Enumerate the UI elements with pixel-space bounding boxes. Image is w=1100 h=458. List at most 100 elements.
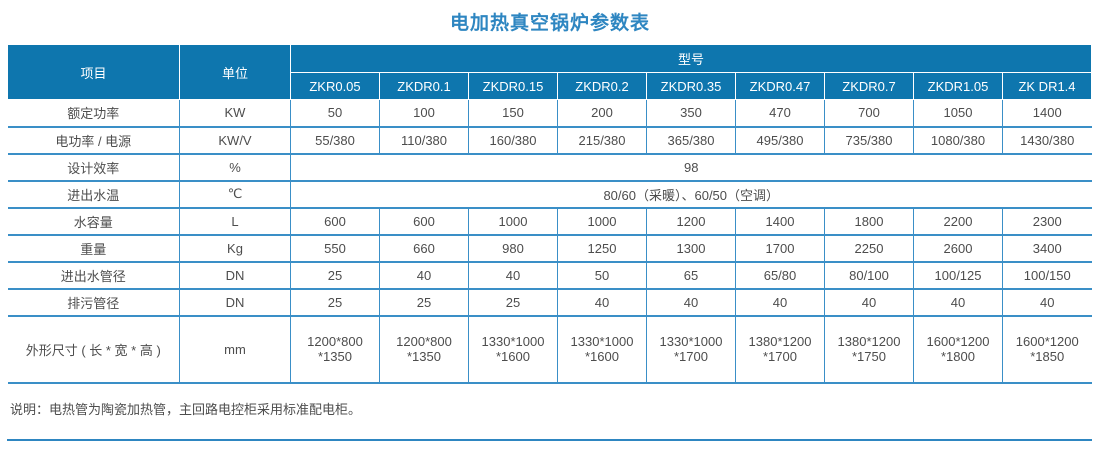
cell-value: 160/380 [468,126,558,155]
row-item-label: 设计效率 [7,153,180,182]
row-unit: DN [179,288,291,317]
table-row: 外形尺寸 ( 长 * 宽 * 高 ) mm 1200*800 *1350 1200*8… [7,315,1092,384]
row-item-label: 重量 [7,234,180,263]
row-item-label: 额定功率 [7,99,180,128]
cell-value: 1200*800 *1350 [290,315,380,384]
cell-value: 600 [379,207,469,236]
cell-value: 200 [557,99,647,128]
cell-value: 55/380 [290,126,380,155]
row-item-label: 进出水温 [7,180,180,209]
model-header: ZKDR0.7 [824,72,914,100]
row-unit: L [179,207,291,236]
col-header-model-group: 型号 [290,44,1092,73]
cell-value: 700 [824,99,914,128]
model-header: ZKDR0.1 [379,72,469,100]
cell-value: 1330*1000 *1600 [557,315,647,384]
cell-value: 40 [468,261,558,290]
cell-value: 735/380 [824,126,914,155]
cell-value: 1380*1200 *1750 [824,315,914,384]
cell-value: 2200 [913,207,1003,236]
model-header: ZKDR1.05 [913,72,1003,100]
cell-value: 40 [379,261,469,290]
cell-value: 600 [290,207,380,236]
cell-value: 100 [379,99,469,128]
cell-value: 65/80 [735,261,825,290]
table-row: 额定功率 KW 50 100 150 200 350 470 700 1050 1400 [7,99,1092,128]
cell-value: 2300 [1002,207,1092,236]
table-row: 进出水管径 DN 25 40 40 50 65 65/80 80/100 100/125 100/1… [7,261,1092,290]
cell-value: 1050 [913,99,1003,128]
spec-table: 项目 单位 型号 ZKR0.05 ZKDR0.1 ZKDR0.15 ZKDR0.2 ZK… [7,44,1092,384]
model-header: ZKDR0.35 [646,72,736,100]
table-row: 电功率 / 电源 KW/V 55/380 110/380 160/380 215/380 3… [7,126,1092,155]
cell-value: 50 [290,99,380,128]
cell-value: 550 [290,234,380,263]
spec-table-header: 项目 单位 型号 ZKR0.05 ZKDR0.1 ZKDR0.15 ZKDR0.2 ZK… [7,44,1092,100]
cell-value: 980 [468,234,558,263]
cell-value: 40 [1002,288,1092,317]
cell-value: 1200 [646,207,736,236]
table-row: 水容量 L 600 600 1000 1000 1200 1400 1800 2200 2300 [7,207,1092,236]
cell-value: 365/380 [646,126,736,155]
row-item-label: 水容量 [7,207,180,236]
cell-value: 40 [735,288,825,317]
model-header-row: ZKR0.05 ZKDR0.1 ZKDR0.15 ZKDR0.2 ZKDR0.35 ZKD… [8,72,1092,100]
col-header-unit: 单位 [179,44,291,100]
model-header: ZKDR0.15 [468,72,558,100]
cell-value: 1800 [824,207,914,236]
cell-value: 660 [379,234,469,263]
col-header-item: 项目 [7,44,180,100]
row-item-label: 排污管径 [7,288,180,317]
cell-value: 1330*1000 *1600 [468,315,558,384]
cell-value: 40 [646,288,736,317]
cell-value: 40 [557,288,647,317]
cell-value: 100/125 [913,261,1003,290]
cell-value: 3400 [1002,234,1092,263]
cell-value: 65 [646,261,736,290]
model-header: ZKR0.05 [290,72,380,100]
cell-value: 150 [468,99,558,128]
cell-value: 50 [557,261,647,290]
cell-value: 110/380 [379,126,469,155]
cell-value: 25 [379,288,469,317]
footnote: 说明：电热管为陶瓷加热管，主回路电控柜采用标准配电柜。 [10,401,362,417]
cell-value: 1000 [468,207,558,236]
cell-value: 1080/380 [913,126,1003,155]
row-item-label: 外形尺寸 ( 长 * 宽 * 高 ) [7,315,180,384]
cell-value: 40 [913,288,1003,317]
row-unit: Kg [179,234,291,263]
row-unit: mm [179,315,291,384]
cell-value: 25 [468,288,558,317]
cell-value: 25 [290,288,380,317]
page-title: 电加热真空锅炉参数表 [449,13,650,34]
model-header: ZKDR0.2 [557,72,647,100]
model-header: ZKDR0.47 [735,72,825,100]
cell-value: 495/380 [735,126,825,155]
row-item-label: 电功率 / 电源 [7,126,180,155]
header-group-row: 项目 单位 型号 [7,44,1092,100]
cell-value: 470 [735,99,825,128]
cell-value: 215/380 [557,126,647,155]
bottom-divider [7,438,1092,441]
model-header: ZK DR1.4 [1002,72,1092,100]
table-body: 额定功率 KW 50 100 150 200 350 470 700 1050 1400 电功率 / … [7,99,1092,384]
cell-value: 1600*1200 *1850 [1002,315,1092,384]
row-unit: ℃ [179,180,291,209]
row-unit: DN [179,261,291,290]
cell-value: 1600*1200 *1800 [913,315,1003,384]
row-item-label: 进出水管径 [7,261,180,290]
cell-value: 1700 [735,234,825,263]
cell-value: 2600 [913,234,1003,263]
cell-value: 1380*1200 *1700 [735,315,825,384]
cell-value: 1300 [646,234,736,263]
row-unit: KW/V [179,126,291,155]
cell-value: 1250 [557,234,647,263]
cell-value: 2250 [824,234,914,263]
table-row: 设计效率% 98 [7,153,1092,182]
cell-value: 40 [824,288,914,317]
row-unit: % [179,153,291,182]
cell-value: 80/100 [824,261,914,290]
cell-value: 1000 [557,207,647,236]
table-row: 重量 Kg 550 660 980 1250 1300 1700 2250 2600 3400 [7,234,1092,263]
cell-value: 1400 [735,207,825,236]
